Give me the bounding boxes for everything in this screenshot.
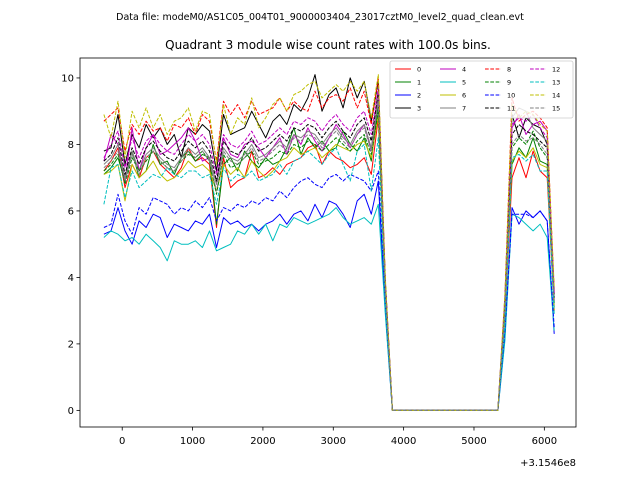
legend-label-1: 1 [417,79,421,87]
chart-title: Quadrant 3 module wise count rates with … [165,38,491,52]
series-line-15 [103,100,555,411]
y-tick-label: 8 [68,140,74,151]
series-line-14 [103,74,555,411]
legend-label-12: 12 [552,66,560,74]
x-offset-label: +3.1546e8 [520,458,576,469]
legend-label-5: 5 [462,79,466,87]
legend-label-9: 9 [507,79,511,87]
figure-suptitle: Data file: modeM0/AS1C05_004T01_90000034… [116,12,524,23]
plot-frame [79,57,577,428]
legend-label-11: 11 [507,105,515,113]
series-line-10 [103,170,555,411]
legend-label-3: 3 [417,105,421,113]
legend-label-0: 0 [417,66,421,74]
x-tick-label: 1000 [180,436,205,447]
legend-label-4: 4 [462,66,466,74]
x-tick-label: 0 [119,436,125,447]
x-tick-label: 2000 [250,436,275,447]
legend-label-13: 13 [552,79,560,87]
series-line-8 [103,77,555,411]
y-tick-label: 4 [68,273,74,284]
y-tick-label: 2 [68,339,74,350]
x-tick-label: 3000 [321,436,346,447]
legend-label-2: 2 [417,92,421,100]
y-tick-label: 0 [68,406,74,417]
series-line-11 [103,90,555,411]
legend-label-7: 7 [462,105,466,113]
x-tick-label: 4000 [391,436,416,447]
legend-label-14: 14 [552,92,560,100]
y-tick-label: 6 [68,206,74,217]
legend-label-8: 8 [507,66,511,74]
x-tick-label: 5000 [461,436,486,447]
legend-box [389,60,574,119]
x-tick-label: 6000 [532,436,557,447]
axes-layer: 0 1000 2000 3000 4000 5000 6000 0 2 4 6 8 10 [61,73,557,447]
series-layer [103,74,555,411]
legend-label-6: 6 [462,92,466,100]
y-tick-label: 10 [61,73,74,84]
legend-label-15: 15 [552,105,560,113]
legend-label-10: 10 [507,92,515,100]
